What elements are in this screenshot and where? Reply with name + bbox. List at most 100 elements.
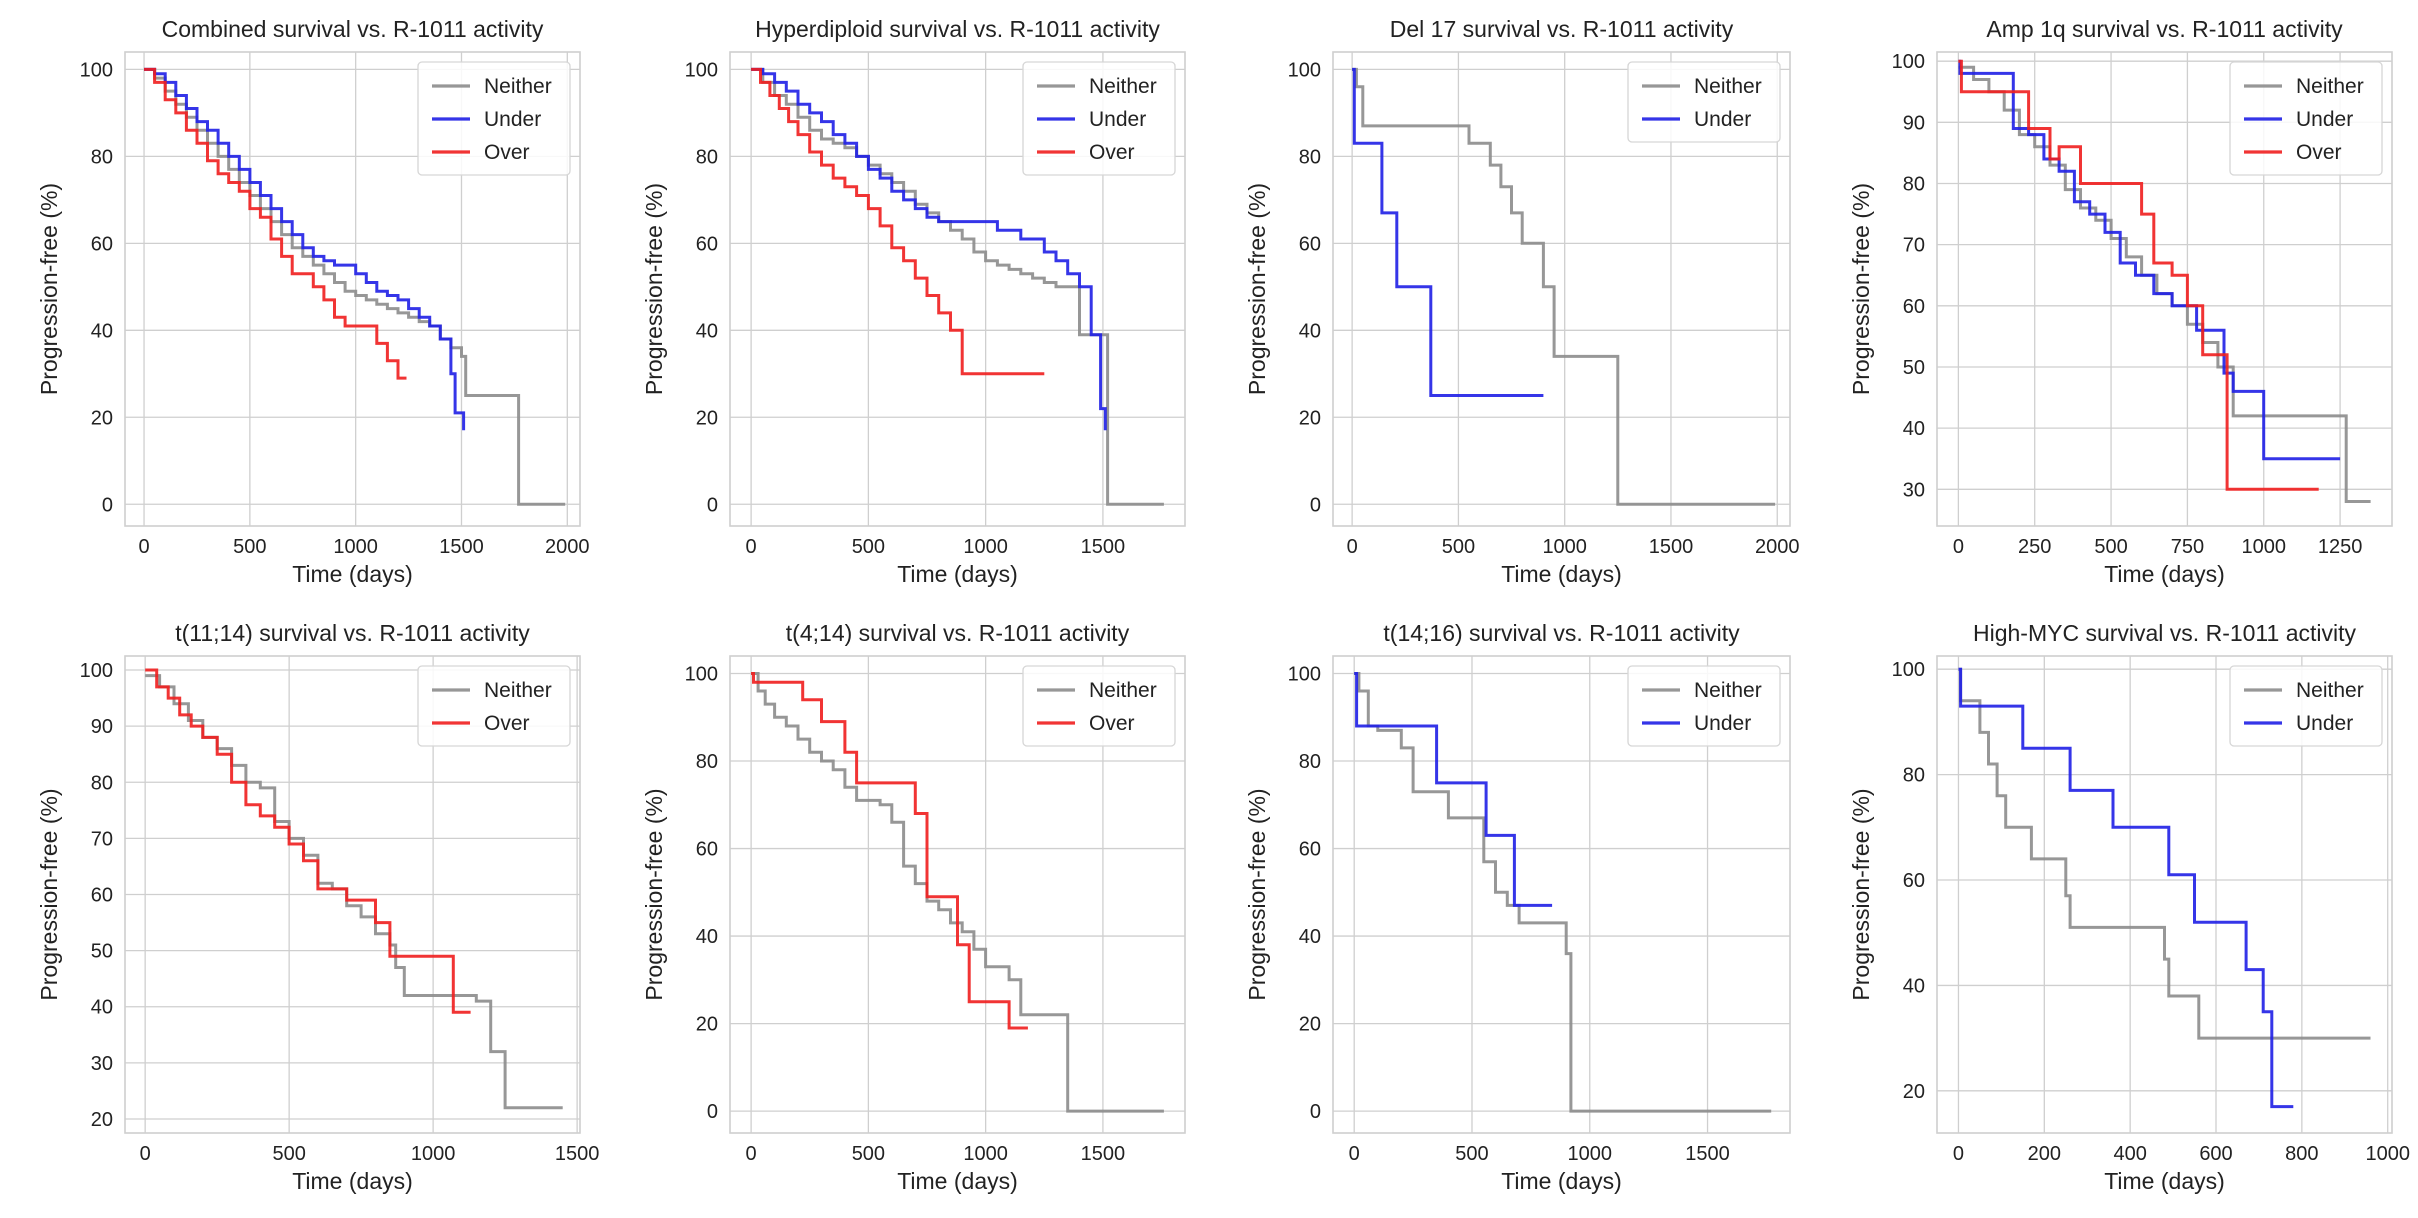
series-line-neither	[751, 672, 1164, 1113]
legend-box	[2229, 665, 2383, 747]
x-tick-label: 500	[852, 1143, 885, 1165]
chart-title: Hyperdiploid survival vs. R-1011 activit…	[755, 16, 1160, 42]
axes-frame	[124, 655, 581, 1134]
legend-box	[2229, 61, 2383, 176]
y-axis-label: Progression-free (%)	[36, 183, 62, 395]
chart-panel-7: 0 500 1000 1500 0 20 40 60 80 100 t(14;16) surviva…	[1244, 620, 1791, 1194]
y-tick-label: 30	[1903, 479, 1925, 501]
x-tick-label: 1000	[1542, 536, 1587, 558]
x-tick-label: 1500	[439, 536, 484, 558]
x-tick-label: 0	[138, 536, 149, 558]
series-line-over	[751, 67, 1045, 376]
x-tick-label: 1500	[1685, 1143, 1730, 1165]
y-tick-label: 50	[1903, 357, 1925, 379]
chart-panel-8: 0 200 400 600 800 1000 20 40 60 80 100 High-MYC sur…	[1848, 620, 2410, 1194]
y-tick-label: 60	[1903, 870, 1925, 892]
series-line-under	[1352, 67, 1544, 397]
x-tick-label: 1000	[333, 536, 378, 558]
legend: Neither Over	[417, 665, 571, 747]
legend-box	[417, 665, 571, 747]
x-tick-label: 500	[233, 536, 266, 558]
legend-label-under: Under	[1694, 108, 1751, 131]
x-tick-label: 1000	[963, 536, 1008, 558]
x-tick-label: 2000	[1755, 536, 1800, 558]
x-tick-label: 250	[2018, 536, 2051, 558]
x-tick-label: 200	[2028, 1143, 2061, 1165]
x-axis-label: Time (days)	[897, 1168, 1018, 1194]
legend-label-neither: Neither	[1694, 679, 1762, 702]
y-tick-label: 20	[1299, 407, 1321, 429]
y-tick-label: 70	[91, 828, 113, 850]
y-tick-label: 20	[91, 1109, 113, 1131]
x-tick-label: 800	[2285, 1143, 2318, 1165]
chart-panel-4: 0 250 500 750 1000 1250 30 40 50 60 70 80 90 100 Amp 1…	[1848, 16, 2393, 587]
axes-frame	[1936, 51, 2393, 527]
x-axis-label: Time (days)	[1501, 1168, 1622, 1194]
series-line-over	[144, 67, 407, 380]
x-tick-label: 600	[2199, 1143, 2232, 1165]
series-line-neither	[751, 67, 1164, 506]
series-line-under	[751, 67, 1107, 431]
y-tick-label: 80	[696, 146, 718, 168]
x-tick-label: 1500	[1081, 1143, 1126, 1165]
legend-label-neither: Neither	[2296, 75, 2364, 98]
legend-label-over: Over	[1089, 712, 1135, 735]
legend-label-under: Under	[1089, 108, 1146, 131]
x-axis-label: Time (days)	[2104, 1168, 2225, 1194]
x-tick-label: 1250	[2318, 536, 2363, 558]
legend: Neither Over	[1022, 665, 1176, 747]
chart-panel-3: 0 500 1000 1500 2000 0 20 40 60 80 100 Del 17 survi…	[1244, 16, 1799, 587]
y-tick-label: 20	[91, 407, 113, 429]
x-tick-label: 1500	[1081, 536, 1126, 558]
x-axis-label: Time (days)	[292, 561, 413, 587]
y-tick-label: 100	[80, 59, 113, 81]
legend-box	[1022, 665, 1176, 747]
x-tick-label: 0	[1347, 536, 1358, 558]
y-tick-label: 80	[1299, 146, 1321, 168]
series-line-under	[1958, 667, 2294, 1109]
legend-label-under: Under	[2296, 712, 2353, 735]
x-axis-label: Time (days)	[292, 1168, 413, 1194]
x-tick-label: 0	[140, 1143, 151, 1165]
x-tick-label: 750	[2171, 536, 2204, 558]
y-tick-label: 60	[1299, 839, 1321, 861]
legend-label-over: Over	[2296, 141, 2342, 164]
y-axis-label: Progression-free (%)	[36, 788, 62, 1000]
y-tick-label: 80	[91, 146, 113, 168]
axes-frame	[729, 51, 1186, 527]
series-line-over	[751, 672, 1028, 1030]
legend: Neither Under	[2229, 665, 2383, 747]
y-tick-label: 80	[1903, 765, 1925, 787]
y-tick-label: 70	[1903, 235, 1925, 257]
y-tick-label: 100	[1288, 664, 1321, 686]
y-tick-label: 100	[1892, 51, 1925, 73]
legend-label-neither: Neither	[1089, 679, 1157, 702]
y-tick-label: 50	[91, 941, 113, 963]
legend: Neither Under	[1627, 61, 1781, 143]
y-tick-label: 80	[696, 751, 718, 773]
x-tick-label: 1000	[2241, 536, 2286, 558]
chart-title: t(14;16) survival vs. R-1011 activity	[1383, 620, 1740, 646]
x-tick-label: 500	[852, 536, 885, 558]
y-tick-label: 60	[696, 233, 718, 255]
series-line-under	[144, 67, 466, 431]
y-tick-label: 30	[91, 1053, 113, 1075]
x-tick-label: 500	[272, 1143, 305, 1165]
legend-label-under: Under	[2296, 108, 2353, 131]
chart-panel-5: 0 500 1000 1500 20 30 40 50 60 70 80 90 100 t(11;14) …	[36, 620, 599, 1194]
y-tick-label: 60	[696, 839, 718, 861]
legend-label-over: Over	[1089, 141, 1135, 164]
legend: Neither Under Over	[1022, 61, 1176, 176]
chart-panel-6: 0 500 1000 1500 0 20 40 60 80 100 t(4;14) survival…	[641, 620, 1186, 1194]
legend: Neither Under Over	[2229, 61, 2383, 176]
axes-frame	[1332, 51, 1791, 527]
x-tick-label: 1000	[1568, 1143, 1613, 1165]
legend: Neither Under	[1627, 665, 1781, 747]
series-line-under	[1354, 672, 1553, 907]
axes-frame	[1936, 655, 2393, 1134]
legend-label-neither: Neither	[1089, 75, 1157, 98]
x-axis-label: Time (days)	[1501, 561, 1622, 587]
y-axis-label: Progression-free (%)	[1244, 788, 1270, 1000]
y-tick-label: 0	[707, 1101, 718, 1123]
